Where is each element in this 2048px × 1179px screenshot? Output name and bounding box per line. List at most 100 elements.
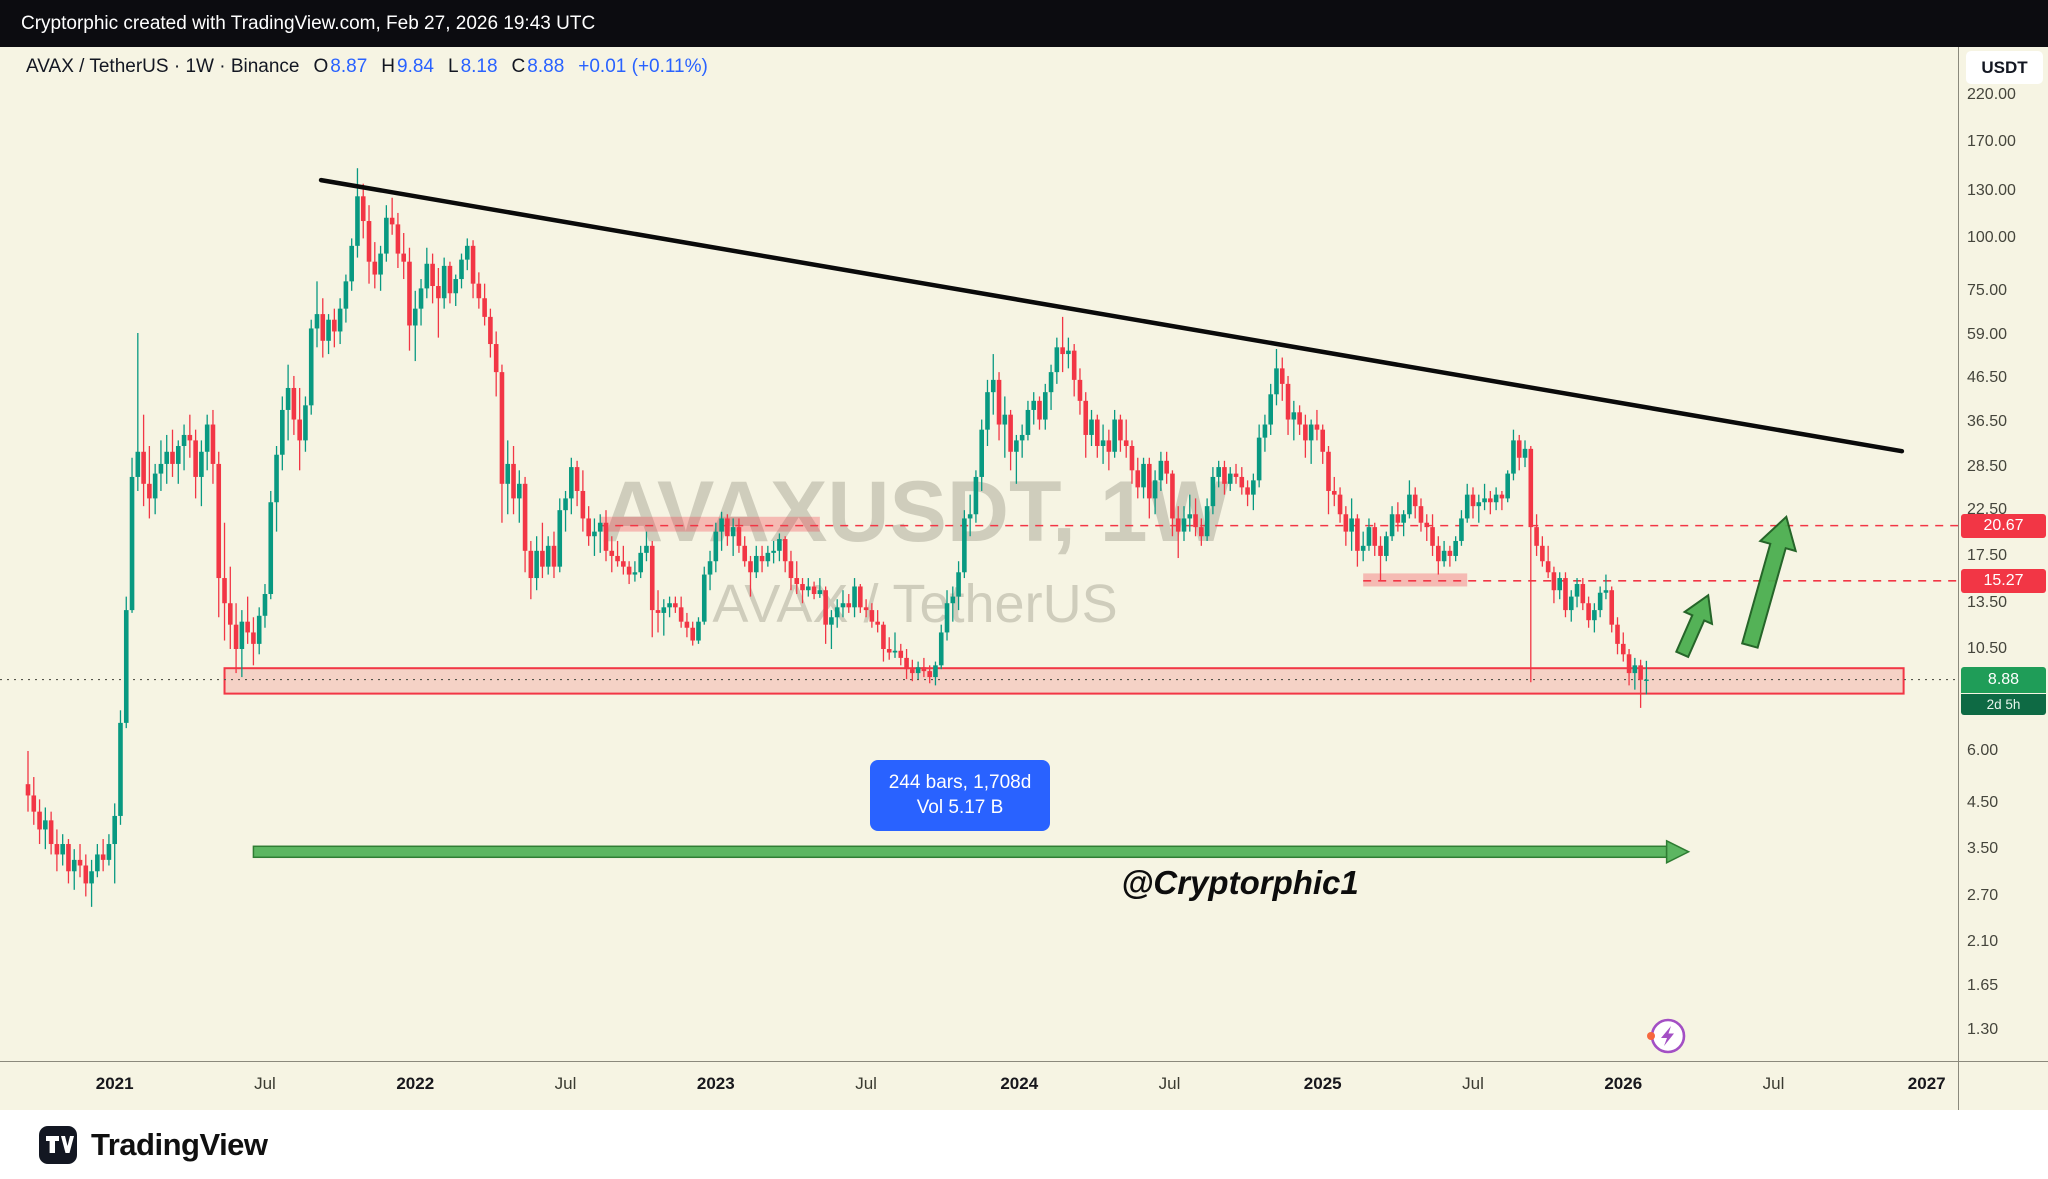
candle-body xyxy=(1597,592,1603,611)
candle-body xyxy=(54,844,60,855)
candle-body xyxy=(933,665,938,678)
candle-body xyxy=(83,865,89,884)
candle-body xyxy=(1592,610,1597,621)
signature-text: @Cryptorphic1 xyxy=(1121,864,1359,901)
current-price-label: 8.88 xyxy=(1961,666,2046,693)
candle-body xyxy=(297,419,302,441)
tradingview-logo[interactable] xyxy=(38,1125,78,1165)
candle-body xyxy=(43,820,48,830)
candle-body xyxy=(811,586,817,595)
quick-trade-button[interactable] xyxy=(1645,1014,1689,1058)
price-tick: 10.50 xyxy=(1967,640,2008,657)
candle-body xyxy=(412,308,418,326)
candle-body xyxy=(534,550,539,579)
candle-body xyxy=(956,572,961,597)
candle-body xyxy=(846,603,852,608)
descending-trendline[interactable] xyxy=(318,177,1905,454)
bullish-arrow-2[interactable] xyxy=(1740,514,1798,649)
candle-body xyxy=(1528,448,1534,528)
resistance-zone-1[interactable] xyxy=(600,516,820,532)
candle-body xyxy=(834,607,840,618)
candle-body xyxy=(493,344,499,373)
candle-body xyxy=(852,586,857,608)
candle-body xyxy=(719,518,724,532)
time-tick[interactable]: Jul xyxy=(1762,1074,1785,1093)
candle-body xyxy=(193,440,198,477)
candle-body xyxy=(1366,527,1372,546)
bullish-arrow-1[interactable] xyxy=(1674,593,1714,659)
candle-body xyxy=(141,451,146,484)
price-tick: 59.00 xyxy=(1967,325,2008,343)
time-tick[interactable]: 2021 xyxy=(95,1074,134,1093)
candle-body xyxy=(199,451,204,477)
candle-body xyxy=(742,545,748,562)
candle-body xyxy=(1568,596,1574,611)
candle-body xyxy=(1534,527,1539,546)
price-axis[interactable]: USDT 20.67 15.27 8.88 2d 5h 220.00 170.00… xyxy=(1958,47,2048,1110)
candle-body xyxy=(332,319,337,332)
candle-body xyxy=(921,667,927,672)
candle-body xyxy=(274,454,279,503)
time-tick[interactable]: 2022 xyxy=(396,1074,435,1093)
price-tick: 3.50 xyxy=(1967,840,1999,858)
candle-body xyxy=(563,498,568,511)
measure-info-box[interactable]: 244 bars, 1,708d Vol 5.17 B xyxy=(870,760,1050,831)
candle-body xyxy=(320,314,326,341)
time-tick[interactable]: Jul xyxy=(1158,1074,1181,1093)
time-tick[interactable]: Jul xyxy=(554,1074,577,1093)
support-zone[interactable] xyxy=(223,667,1905,695)
candle-body xyxy=(389,217,395,225)
candle-body xyxy=(898,650,904,658)
candle-body xyxy=(1175,518,1181,532)
time-tick[interactable]: 2026 xyxy=(1604,1074,1643,1093)
resistance-zone-2[interactable] xyxy=(1363,573,1468,587)
price-tick: 170.00 xyxy=(1967,132,2016,150)
time-axis[interactable]: 2021 Jul 2022 Jul 2023 Jul 2024 Jul 2025 Jul 2026 J… xyxy=(0,1061,2048,1110)
candle-body xyxy=(1499,494,1505,499)
candle-body xyxy=(1540,545,1545,562)
candle-body xyxy=(1256,437,1262,481)
candle-body xyxy=(1447,550,1453,556)
candle-body xyxy=(1574,584,1580,597)
candle-body xyxy=(517,483,522,499)
candle-body xyxy=(233,624,239,650)
candle-body xyxy=(701,574,707,622)
time-tick[interactable]: 2027 xyxy=(1907,1074,1946,1093)
time-tick[interactable]: Jul xyxy=(855,1074,877,1093)
candle-body xyxy=(1037,400,1042,420)
lightning-icon xyxy=(1647,1018,1686,1054)
candle-body xyxy=(615,555,620,562)
date-range-bar[interactable] xyxy=(252,845,1668,859)
candle-body xyxy=(123,610,129,723)
candle-body xyxy=(1239,476,1245,488)
time-tick[interactable]: 2024 xyxy=(1000,1074,1039,1093)
candle-body xyxy=(1181,518,1187,532)
candle-body xyxy=(112,815,117,845)
candle-body xyxy=(181,434,187,446)
price-tick: 130.00 xyxy=(1967,181,2016,199)
candle-body xyxy=(1326,451,1331,491)
symbol-title[interactable]: AVAX / TetherUS · 1W · Binance xyxy=(26,56,300,77)
candle-body xyxy=(459,259,464,280)
candle-body xyxy=(725,518,730,537)
candle-body xyxy=(118,722,123,816)
time-tick[interactable]: Jul xyxy=(254,1074,276,1093)
high-value: 9.84 xyxy=(397,56,434,77)
candle-body xyxy=(476,283,482,299)
candle-body xyxy=(892,650,898,653)
candle-body xyxy=(1355,518,1360,551)
time-tick[interactable]: 2023 xyxy=(696,1074,735,1093)
candle-body xyxy=(285,387,291,410)
candle-body xyxy=(1193,514,1198,528)
candle-body xyxy=(771,550,776,553)
candle-body xyxy=(1141,463,1146,488)
candle-body xyxy=(488,316,493,345)
currency-toggle-button[interactable]: USDT xyxy=(1966,51,2043,84)
candle-body xyxy=(349,245,354,282)
time-tick[interactable]: Jul xyxy=(1462,1074,1484,1093)
candle-body xyxy=(245,621,250,633)
time-tick[interactable]: 2025 xyxy=(1303,1074,1342,1093)
candle-body xyxy=(1424,522,1430,528)
candle-body xyxy=(1586,603,1591,621)
